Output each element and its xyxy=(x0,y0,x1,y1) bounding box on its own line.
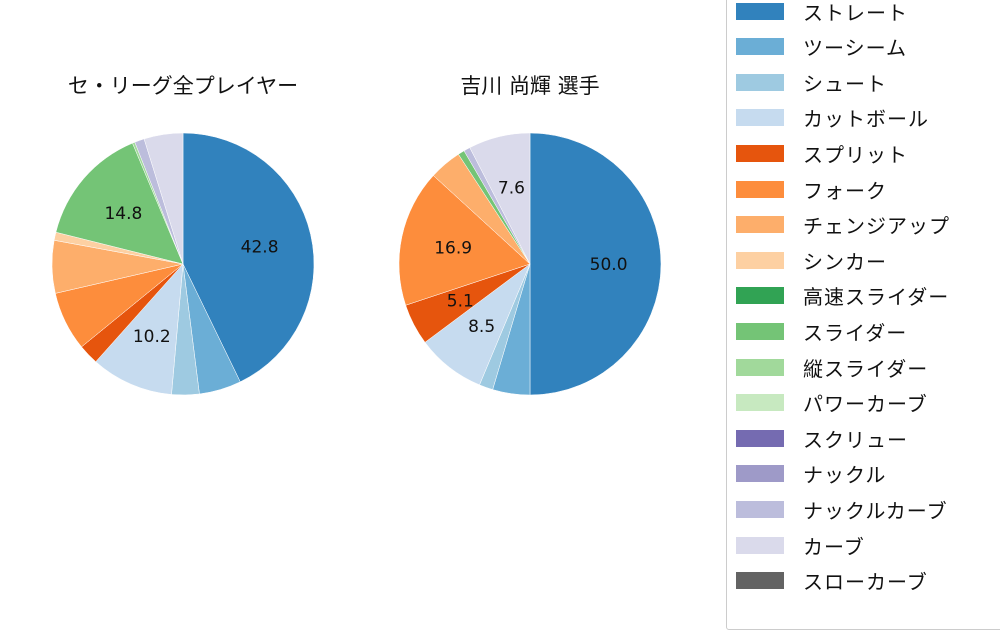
pie-slice xyxy=(95,263,184,395)
legend-swatch xyxy=(736,216,784,234)
legend-swatch xyxy=(736,536,784,554)
right-chart-title: 吉川 尚輝 選手 xyxy=(460,74,600,98)
legend-label: スローカーブ xyxy=(803,570,928,595)
legend-label: スライダー xyxy=(803,320,908,345)
legend-label: チェンジアップ xyxy=(803,214,950,239)
slice-value-label: 7.6 xyxy=(498,179,525,199)
legend-swatch xyxy=(736,2,784,20)
legend-item: ナックルカーブ xyxy=(727,494,1000,524)
legend-item: ストレート xyxy=(727,0,1000,26)
pie-slice xyxy=(529,132,662,396)
legend-label: カーブ xyxy=(803,534,865,559)
legend-item: ツーシーム xyxy=(727,32,1000,62)
legend-item: フォーク xyxy=(727,174,1000,204)
legend-item: スローカーブ xyxy=(727,566,1000,596)
legend-item: チェンジアップ xyxy=(727,210,1000,240)
legend-label: 縦スライダー xyxy=(803,356,929,381)
slice-value-label: 5.1 xyxy=(447,291,474,311)
legend-item: 縦スライダー xyxy=(727,352,1000,382)
legend-label: ナックル xyxy=(803,463,887,488)
legend-item: スライダー xyxy=(727,316,1000,346)
legend-item: スクリュー xyxy=(727,423,1000,453)
legend-label: カットボール xyxy=(803,107,929,132)
pie-left: 42.8 10.2 14.8 xyxy=(51,132,315,396)
legend-swatch xyxy=(736,73,784,91)
legend-label: ツーシーム xyxy=(803,36,907,61)
legend-label: シュート xyxy=(803,71,887,96)
legend-item: シンカー xyxy=(727,245,1000,275)
left-chart-title: セ・リーグ全プレイヤー xyxy=(67,74,299,98)
pie-slice xyxy=(398,175,531,306)
legend-swatch xyxy=(736,251,784,269)
legend-item: スプリット xyxy=(727,138,1000,168)
legend-swatch xyxy=(736,358,784,376)
legend-swatch xyxy=(736,394,784,412)
slice-value-label: 16.9 xyxy=(434,239,472,259)
legend-label: シンカー xyxy=(803,249,887,274)
legend-item: シュート xyxy=(727,67,1000,97)
legend-label: パワーカーブ xyxy=(803,392,928,417)
pie-charts: 42.8 10.2 14.8 50.0 8.5 5.1 16.9 7.6 xyxy=(51,132,662,396)
legend-swatch xyxy=(736,287,784,305)
legend: ストレートツーシームシュートカットボール スプリットフォークチェンジアップ シンカー… xyxy=(726,0,1000,630)
legend-item: カーブ xyxy=(727,530,1000,560)
slice-value-label: 50.0 xyxy=(590,255,628,275)
slice-value-label: 42.8 xyxy=(241,237,279,257)
legend-swatch xyxy=(736,38,784,56)
slice-value-label: 10.2 xyxy=(133,327,171,347)
legend-item: パワーカーブ xyxy=(727,388,1000,418)
legend-swatch xyxy=(736,465,784,483)
legend-swatch xyxy=(736,572,784,590)
legend-label: フォーク xyxy=(803,178,887,203)
legend-swatch xyxy=(736,180,784,198)
legend-label: ナックルカーブ xyxy=(803,498,948,523)
legend-item: 高速スライダー xyxy=(727,281,1000,311)
legend-label: ストレート xyxy=(803,0,908,25)
legend-swatch xyxy=(736,500,784,518)
slice-value-label: 14.8 xyxy=(104,204,142,224)
pie-slice xyxy=(469,132,531,265)
pie-slice xyxy=(182,132,315,383)
legend-label: スクリュー xyxy=(803,427,908,452)
legend-label: 高速スライダー xyxy=(803,285,950,310)
legend-swatch xyxy=(736,429,784,447)
legend-label: スプリット xyxy=(803,142,908,167)
pie-right: 50.0 8.5 5.1 16.9 7.6 xyxy=(398,132,662,396)
legend-item: カットボール xyxy=(727,103,1000,133)
slice-value-label: 8.5 xyxy=(468,317,495,337)
legend-item: ナックル xyxy=(727,459,1000,489)
pie-slice xyxy=(55,142,184,265)
legend-swatch xyxy=(736,109,784,127)
legend-swatch xyxy=(736,144,784,162)
legend-swatch xyxy=(736,322,784,340)
pie-slice xyxy=(143,132,184,265)
